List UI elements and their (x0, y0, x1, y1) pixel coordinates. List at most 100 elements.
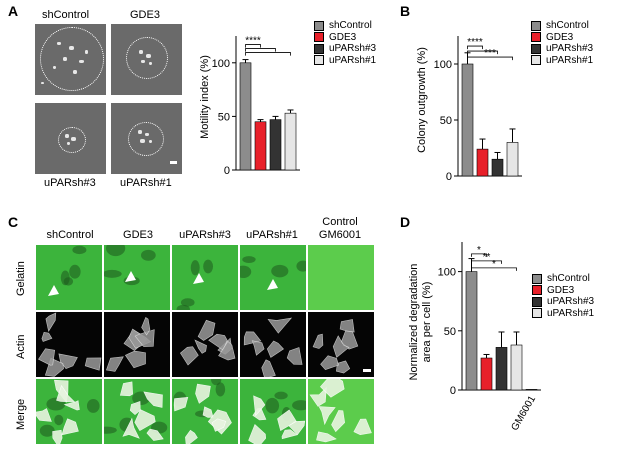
legend-item-gde3: GDE3 (532, 285, 594, 297)
legend-swatch (532, 308, 542, 319)
legend-item-gde3: GDE3 (531, 32, 593, 44)
y-tick-label: 100 (438, 267, 456, 279)
arrowhead-icon (48, 285, 59, 296)
chart-d: Normalized degradation area per cell (%)… (408, 242, 541, 433)
y-tick-label: 100 (434, 59, 452, 71)
chart-d-legend: shControl GDE3 uPARsh#3 uPARsh#1 (532, 273, 594, 319)
sig-bracket-2 (471, 260, 502, 264)
column-label-gde3: GDE3 (123, 229, 153, 241)
bar-gde3 (254, 121, 267, 171)
legend-swatch (314, 43, 324, 54)
image-caption-gde3: GDE3 (130, 9, 160, 21)
arrowhead-icon (193, 273, 204, 284)
arrowhead-icon (267, 279, 278, 290)
sig-bracket-2 (467, 50, 498, 55)
legend-swatch (531, 43, 541, 54)
image-caption-shcontrol: shControl (42, 9, 90, 21)
y-tick-label: 0 (450, 385, 456, 397)
panel-label-a: A (8, 3, 19, 19)
x-tick-label-gm6001: GM6001 (509, 394, 538, 433)
chart-b-legend: shControl GDE3 uPARsh#3 uPARsh#1 (531, 20, 593, 66)
bar-uparsh3 (495, 347, 508, 391)
sig-bracket-1-label: **** (245, 36, 261, 47)
legend-item-uparsh1: uPARsh#1 (532, 308, 594, 320)
column-label-control: Control (322, 216, 358, 228)
legend-label: shControl (329, 20, 372, 32)
scale-bar (363, 369, 371, 372)
bar-shcontrol (461, 63, 474, 177)
sig-bracket-1-label: * (477, 245, 481, 256)
micrograph-merge-shcontrol (36, 379, 102, 444)
micrograph-uparsh3 (35, 103, 106, 174)
chart-a: Motility index (%) 0 50 100 **** (199, 36, 300, 177)
micrograph-gelatin-control-gm6001 (308, 245, 374, 310)
bar-gde3 (476, 148, 489, 177)
micrograph-merge-control-gm6001 (308, 379, 374, 444)
y-tick-label: 0 (224, 165, 230, 177)
sig-bracket-1-label: **** (467, 37, 483, 48)
micrograph-gde3 (111, 24, 182, 95)
micrograph-shcontrol (35, 24, 106, 95)
legend-item-uparsh1: uPARsh#1 (314, 55, 376, 67)
legend-label: GDE3 (329, 31, 357, 43)
legend-swatch (314, 55, 324, 66)
panel-label-b: B (400, 3, 411, 19)
image-caption-uparsh1: uPARsh#1 (120, 177, 172, 189)
micrograph-gelatin-uparsh3 (172, 245, 238, 310)
sig-bracket-3 (245, 52, 291, 56)
micrograph-actin-uparsh1 (240, 312, 306, 377)
micrograph-actin-shcontrol (36, 312, 102, 377)
micrograph-merge-uparsh3 (172, 379, 238, 444)
micrograph-actin-control-gm6001 (308, 312, 374, 377)
panel-label-d: D (400, 214, 411, 230)
image-caption-uparsh3: uPARsh#3 (44, 177, 96, 189)
legend-label: uPARsh#3 (546, 43, 594, 55)
sig-bracket-3 (467, 56, 513, 61)
row-label-merge: Merge (15, 398, 27, 430)
legend-item-gde3: GDE3 (314, 32, 376, 44)
y-tick-label: 50 (218, 111, 230, 123)
chart-d-ylabel-line2: area per cell (%) (421, 282, 433, 363)
bar-shcontrol (239, 62, 252, 171)
chart-a-legend: shControl GDE3 uPARsh#3 uPARsh#1 (314, 20, 376, 66)
y-tick-label: 50 (444, 326, 456, 338)
bar-uparsh1 (284, 112, 297, 171)
micrograph-gelatin-uparsh1 (240, 245, 306, 310)
micrograph-merge-uparsh1 (240, 379, 306, 444)
y-tick-label: 100 (212, 58, 230, 70)
legend-swatch (531, 55, 541, 66)
row-label-gelatin: Gelatin (15, 261, 27, 296)
legend-swatch (531, 20, 541, 31)
sig-bracket-2 (245, 48, 276, 52)
micrograph-actin-uparsh3 (172, 312, 238, 377)
chart-b: Colony outgrowth (%) 0 50 100 ******* (416, 36, 522, 183)
column-label-uparsh3: uPARsh#3 (179, 229, 231, 241)
legend-swatch (532, 285, 542, 296)
row-label-actin: Actin (15, 334, 27, 359)
legend-swatch (314, 32, 324, 43)
sig-bracket-3 (471, 267, 517, 271)
sig-bracket-1 (471, 253, 487, 257)
legend-label: uPARsh#3 (329, 43, 377, 55)
chart-d-ylabel-line1: Normalized degradation (408, 264, 420, 381)
legend-label: GDE3 (547, 284, 575, 296)
legend-swatch (314, 20, 324, 31)
legend-item-shcontrol: shControl (532, 273, 594, 285)
legend-label: GDE3 (546, 31, 574, 43)
panel-label-c: C (8, 214, 19, 230)
sig-bracket-3-label: *** (484, 48, 496, 59)
bar-uparsh3 (491, 158, 504, 177)
legend-label: uPARsh#1 (329, 54, 377, 66)
micrograph-actin-gde3 (104, 312, 170, 377)
sig-bracket-2-label: ** (483, 252, 491, 263)
legend-label: uPARsh#1 (547, 307, 595, 319)
y-tick-label: 0 (446, 171, 452, 183)
sig-bracket-3-label: * (492, 259, 496, 270)
column-label-gm6001: GM6001 (318, 229, 362, 241)
bar-gm6001 (525, 389, 538, 391)
y-tick-label: 50 (440, 115, 452, 127)
legend-item-uparsh3: uPARsh#3 (531, 43, 593, 55)
arrowhead-icon (125, 271, 136, 282)
legend-label: shControl (546, 20, 589, 32)
bar-uparsh1 (506, 142, 519, 177)
